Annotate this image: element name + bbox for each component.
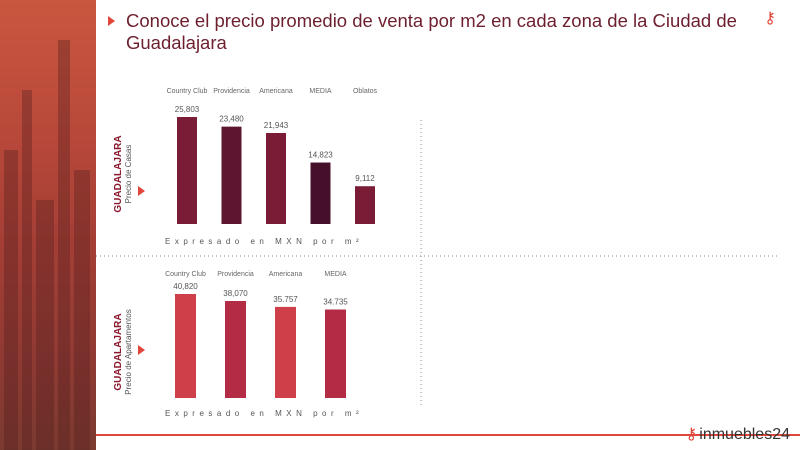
category-label: Country Club [167, 88, 208, 95]
chart-casas: Country Club 25,803 Providencia 23,480 Ameri… [113, 88, 378, 246]
bar [310, 162, 331, 224]
chart-apartamentos: Country Club 40,820 Providencia 38,070 Ameri… [113, 271, 363, 418]
value-label: 35.757 [273, 295, 298, 304]
axis-note: Expresado en MXN por m² [165, 237, 363, 246]
side-title: GUADALAJARA [113, 135, 124, 212]
side-subtitle: Precio de Casas [124, 145, 133, 204]
value-label: 14,823 [308, 151, 333, 160]
category-label: Americana [259, 88, 293, 95]
category-label: MEDIA [324, 271, 347, 278]
value-label: 9,112 [355, 174, 375, 183]
city-photo [0, 0, 96, 450]
page-title: Conoce el precio promedio de venta por m… [126, 10, 737, 53]
category-label: MEDIA [309, 88, 332, 95]
category-label: Providencia [213, 88, 250, 95]
bar [175, 294, 196, 398]
brand-key-icon: ⚷ [685, 426, 698, 443]
bar [221, 126, 242, 224]
key-icon: ⚷ [764, 10, 776, 27]
bar [355, 186, 375, 224]
value-label: 34.735 [323, 298, 348, 307]
chart1-arrow-icon [138, 186, 145, 196]
bar [266, 133, 286, 224]
category-label: Americana [269, 271, 303, 278]
side-subtitle: Precio de Apartamentos [124, 309, 133, 394]
footer-line [96, 434, 800, 436]
category-label: Providencia [217, 271, 254, 278]
title-arrow-icon [108, 16, 115, 26]
bar [275, 306, 296, 398]
brand-name: inmuebles24 [699, 426, 790, 443]
side-title: GUADALAJARA [113, 313, 124, 390]
chart2-arrow-icon [138, 345, 145, 355]
bar [225, 301, 246, 398]
value-label: 38,070 [223, 289, 248, 298]
brand-logo: ⚷ inmuebles24 [686, 424, 790, 444]
axis-note: Expresado en MXN por m² [165, 409, 363, 418]
bar [177, 117, 197, 224]
value-label: 40,820 [173, 282, 198, 291]
category-label: Oblatos [353, 88, 378, 95]
value-label: 21,943 [264, 121, 289, 130]
value-label: 25,803 [175, 105, 200, 114]
category-label: Country Club [165, 271, 206, 278]
value-label: 23,480 [219, 115, 244, 124]
bar [325, 309, 346, 398]
